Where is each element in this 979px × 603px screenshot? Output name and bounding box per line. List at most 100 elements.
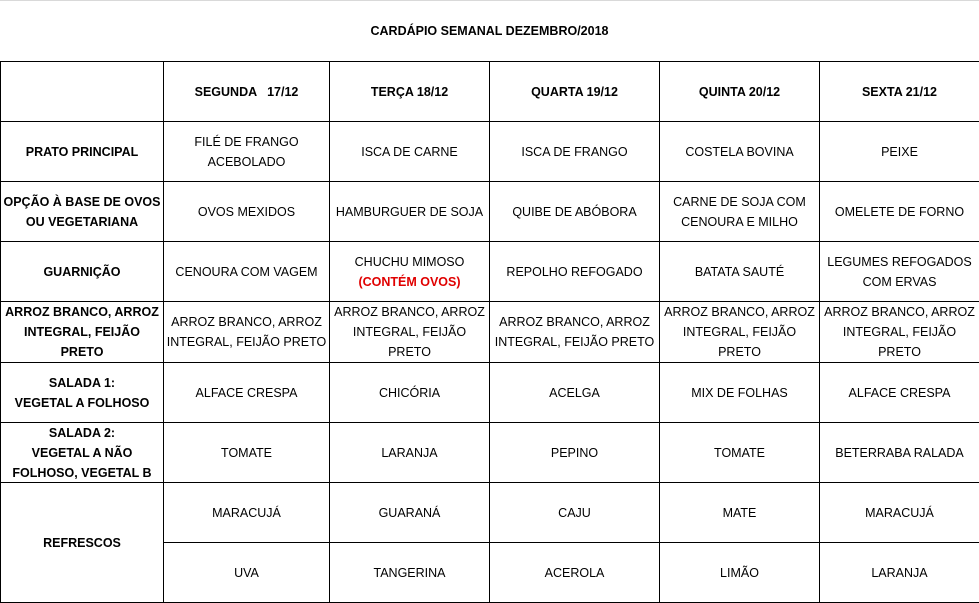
cell-text: FOLHOSO, VEGETAL B OU [3,463,161,482]
cell-text: SALADA 1: [3,373,161,393]
menu-cell: CENOURA COM VAGEM [164,242,330,302]
cell-text: ISCA DE FRANGO [492,142,657,162]
cell-text: ACELGA [492,383,657,403]
menu-cell: MARACUJÁ [820,483,979,543]
cell-text: INTEGRAL, FEIJÃO PRETO [822,322,977,362]
corner-cell [1,62,164,122]
menu-cell: LARANJA [820,543,979,603]
cell-text: ALFACE CRESPA [166,383,327,403]
menu-cell: UVA [164,543,330,603]
cell-text: FILÉ DE FRANGO [166,132,327,152]
cell-text: COM ERVAS [822,272,977,292]
cell-text: OVOS MEXIDOS [166,202,327,222]
cell-text: ARROZ BRANCO, ARROZ [332,302,487,322]
menu-cell: BETERRABA RALADA [820,423,979,483]
menu-cell: CHICÓRIA [330,363,490,423]
day-header: QUINTA 20/12 [660,62,820,122]
cell-text: ARROZ BRANCO, ARROZ [822,302,977,322]
menu-cell: LIMÃO [660,543,820,603]
cell-text: CENOURA E MILHO [662,212,817,232]
menu-cell: OVOS MEXIDOS [164,182,330,242]
menu-cell: LARANJA [330,423,490,483]
cell-text: OPÇÃO À BASE DE OVOS [3,192,161,212]
row-label: PRATO PRINCIPAL [1,122,164,182]
cell-text: OU VEGETARIANA [3,212,161,232]
menu-cell: COSTELA BOVINA [660,122,820,182]
cell-text: ARROZ BRANCO, ARROZ [662,302,817,322]
cell-text: CHICÓRIA [332,383,487,403]
menu-cell: PEIXE [820,122,979,182]
cell-text: LEGUMES REFOGADOS [822,252,977,272]
cell-text: ACEBOLADO [166,152,327,172]
cell-text: INTEGRAL, FEIJÃO PRETO [662,322,817,362]
menu-cell: ALFACE CRESPA [820,363,979,423]
cell-text: BATATA SAUTÉ [662,262,817,282]
menu-cell: HAMBURGUER DE SOJA [330,182,490,242]
cell-text: HAMBURGUER DE SOJA [332,202,487,222]
cell-text: MIX DE FOLHAS [662,383,817,403]
day-header: QUARTA 19/12 [490,62,660,122]
cell-text: LARANJA [332,443,487,463]
cell-text: TOMATE [166,443,327,463]
menu-cell: MATE [660,483,820,543]
cell-text: CHUCHU MIMOSO [332,252,487,272]
menu-cell: TOMATE [164,423,330,483]
menu-cell: ACELGA [490,363,660,423]
day-header: TERÇA 18/12 [330,62,490,122]
menu-cell: BATATA SAUTÉ [660,242,820,302]
day-header: SEGUNDA 17/12 [164,62,330,122]
menu-cell: MARACUJÁ [164,483,330,543]
cell-text: QUIBE DE ABÓBORA [492,202,657,222]
cell-text: OMELETE DE FORNO [822,202,977,222]
cell-text: PEIXE [822,142,977,162]
cell-text: ARROZ BRANCO, ARROZ [166,312,327,332]
menu-cell: TANGERINA [330,543,490,603]
row-label: GUARNIÇÃO [1,242,164,302]
menu-cell: QUIBE DE ABÓBORA [490,182,660,242]
cell-text: VEGETAL A NÃO [3,443,161,463]
cell-text: INTEGRAL, FEIJÃO PRETO [492,332,657,352]
menu-cell: GUARANÁ [330,483,490,543]
menu-cell: PEPINO [490,423,660,483]
menu-cell: TOMATE [660,423,820,483]
cell-text: COSTELA BOVINA [662,142,817,162]
cell-text: SALADA 2: [3,423,161,443]
cell-text: ARROZ BRANCO, ARROZ [492,312,657,332]
menu-cell: REPOLHO REFOGADO [490,242,660,302]
cell-text: INTEGRAL, FEIJÃO PRETO [3,322,161,362]
menu-cell: ISCA DE FRANGO [490,122,660,182]
cell-text: PEPINO [492,443,657,463]
menu-cell: MIX DE FOLHAS [660,363,820,423]
cell-text: GUARNIÇÃO [3,262,161,282]
menu-cell: ALFACE CRESPA [164,363,330,423]
cell-text: TOMATE [662,443,817,463]
cell-text: PRATO PRINCIPAL [3,142,161,162]
menu-cell: CHUCHU MIMOSO(CONTÉM OVOS) [330,242,490,302]
menu-cell: ACEROLA [490,543,660,603]
cell-text: INTEGRAL, FEIJÃO PRETO [332,322,487,362]
cell-text: ISCA DE CARNE [332,142,487,162]
allergen-note: (CONTÉM OVOS) [332,272,487,292]
cell-text: CENOURA COM VAGEM [166,262,327,282]
menu-cell: CAJU [490,483,660,543]
